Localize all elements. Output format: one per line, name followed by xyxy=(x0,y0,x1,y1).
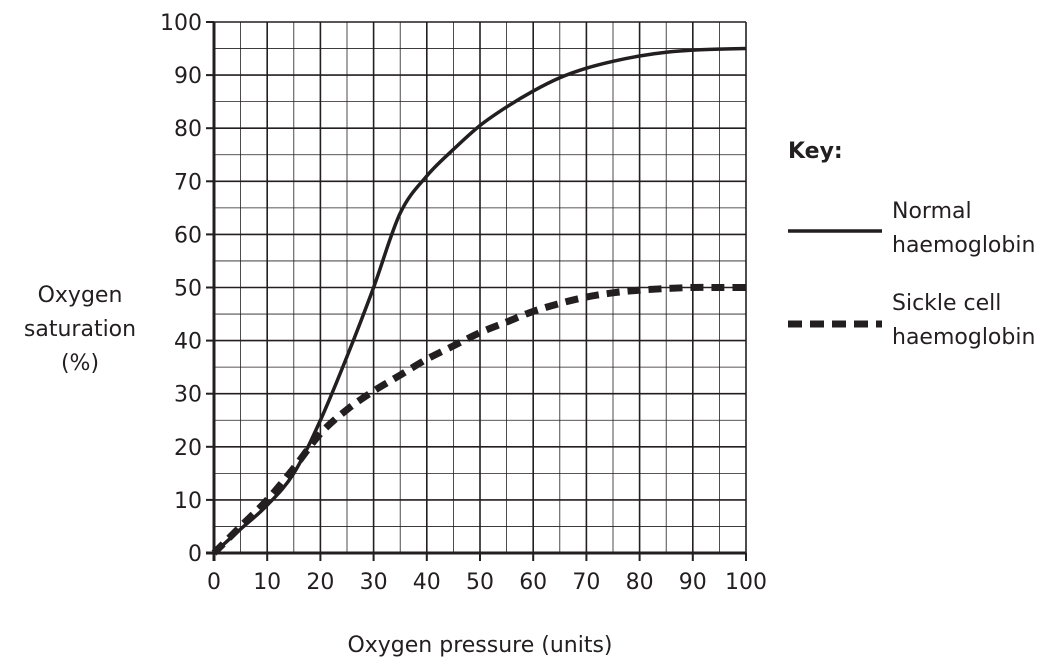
x-tick-label: 70 xyxy=(572,570,600,595)
y-tick-labels: 0 10 20 30 40 50 60 70 80 90 100 xyxy=(160,11,202,567)
legend: Key: Normal haemoglobin Sickle cell haem… xyxy=(788,139,1035,350)
y-tick-label: 90 xyxy=(174,64,202,89)
legend-label-normal: Normal xyxy=(892,199,972,224)
x-axis-title: Oxygen pressure (units) xyxy=(347,633,612,658)
y-axis-title-line: (%) xyxy=(61,351,99,376)
legend-title: Key: xyxy=(788,139,843,164)
x-tick-label: 50 xyxy=(466,570,494,595)
series-layer xyxy=(211,46,747,556)
x-tick-label: 80 xyxy=(626,570,654,595)
x-tick-label: 20 xyxy=(306,570,334,595)
y-axis-title-line: saturation xyxy=(24,317,136,342)
x-tick-label: 60 xyxy=(519,570,547,595)
legend-label-sickle-cell: haemoglobin xyxy=(892,325,1035,350)
legend-label-normal: haemoglobin xyxy=(892,233,1035,258)
y-axis-title: Oxygen saturation (%) xyxy=(24,283,136,376)
x-tick-labels: 0 10 20 30 40 50 60 70 80 90 100 xyxy=(207,570,767,595)
y-tick-label: 30 xyxy=(174,383,202,408)
y-tick-label: 20 xyxy=(174,436,202,461)
y-tick-label: 80 xyxy=(174,117,202,142)
y-tick-label: 50 xyxy=(174,277,202,302)
y-tick-label: 10 xyxy=(174,489,202,514)
y-axis-title-line: Oxygen xyxy=(38,283,123,308)
x-tick-label: 30 xyxy=(360,570,388,595)
tick-marks xyxy=(206,21,747,561)
y-tick-label: 70 xyxy=(174,170,202,195)
series-line-sickle-cell-haemoglobin xyxy=(211,283,746,556)
axes xyxy=(206,22,746,561)
y-tick-label: 0 xyxy=(188,542,202,567)
major-gridlines xyxy=(214,21,747,553)
x-tick-label: 90 xyxy=(679,570,707,595)
x-tick-label: 40 xyxy=(413,570,441,595)
y-tick-label: 100 xyxy=(160,11,202,36)
x-tick-label: 0 xyxy=(207,570,221,595)
y-tick-label: 40 xyxy=(174,330,202,355)
legend-label-sickle-cell: Sickle cell xyxy=(892,291,1001,316)
y-tick-label: 60 xyxy=(174,223,202,248)
x-tick-label: 10 xyxy=(253,570,281,595)
x-tick-label: 100 xyxy=(725,570,767,595)
